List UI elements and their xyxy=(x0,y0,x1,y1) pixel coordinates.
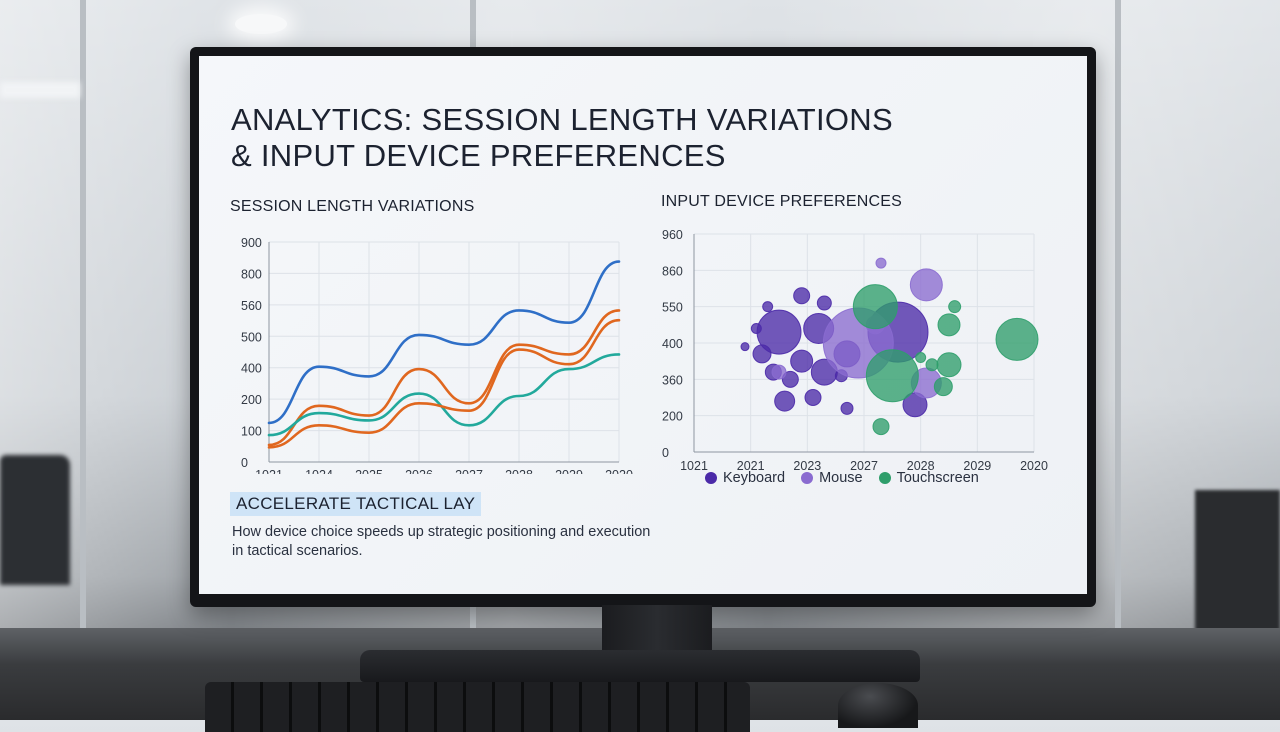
bubble-touchscreen xyxy=(872,418,890,436)
y-tick-label: 500 xyxy=(241,330,262,344)
y-tick-label: 860 xyxy=(662,264,683,278)
legend-label-mouse: Mouse xyxy=(819,470,863,486)
bubble-keyboard xyxy=(816,295,832,311)
x-tick-label: 2026 xyxy=(405,468,433,474)
x-tick-label: 2027 xyxy=(455,468,483,474)
x-tick-label: 2020 xyxy=(605,468,633,474)
legend-item-keyboard: Keyboard xyxy=(705,470,785,486)
legend-item-touchscreen: Touchscreen xyxy=(878,470,979,486)
office-chair xyxy=(0,455,70,585)
y-tick-label: 0 xyxy=(241,456,248,470)
session-length-line-chart: 900 800 560 500 400 200 100 0 1021 1024 2025 2026 20… xyxy=(241,236,633,474)
bubble-touchscreen xyxy=(936,352,962,378)
y-tick-label: 960 xyxy=(662,228,683,242)
y-tick-label: 200 xyxy=(241,393,262,407)
bubble-keyboard xyxy=(752,344,772,364)
ceiling-light xyxy=(235,14,287,34)
monitor-stand-base xyxy=(360,650,920,682)
bubble-mouse xyxy=(771,364,787,380)
bubble-keyboard xyxy=(804,389,822,406)
bubble-keyboard xyxy=(740,342,750,352)
series-line xyxy=(267,309,621,447)
y-tick-label: 0 xyxy=(662,446,669,460)
bubble-touchscreen xyxy=(948,300,962,314)
screen: ANALYTICS: SESSION LENGTH VARIATIONS & I… xyxy=(199,56,1087,594)
y-tick-label: 900 xyxy=(241,236,262,250)
window-frame xyxy=(80,0,86,640)
x-tick-label: 2028 xyxy=(505,468,533,474)
office-cabinet xyxy=(1195,490,1280,640)
y-tick-label: 400 xyxy=(662,337,683,351)
x-tick-label: 2027 xyxy=(850,459,878,470)
y-tick-label: 800 xyxy=(241,267,262,281)
series-line xyxy=(267,260,621,425)
bubble-touchscreen xyxy=(995,317,1039,361)
description-text: How device choice speeds up strategic po… xyxy=(232,524,651,559)
y-tick-label: 360 xyxy=(662,373,683,387)
x-tick-label: 1021 xyxy=(255,468,283,474)
legend-swatch-keyboard xyxy=(705,472,717,484)
x-tick-label: 2029 xyxy=(963,459,991,470)
bubble-keyboard xyxy=(762,301,774,313)
bubble-chart-legend: Keyboard Mouse Touchscreen xyxy=(705,470,979,486)
bubble-touchscreen xyxy=(933,377,953,397)
x-tick-label: 2021 xyxy=(737,459,765,470)
keyboard xyxy=(205,682,750,732)
x-tick-label: 2025 xyxy=(355,468,383,474)
page-title-line-2: & INPUT DEVICE PREFERENCES xyxy=(231,138,726,173)
bubble-keyboard xyxy=(774,390,796,412)
bubble-mouse xyxy=(875,257,887,269)
y-tick-label: 100 xyxy=(241,425,262,439)
bubble-keyboard xyxy=(781,370,799,388)
legend-swatch-touchscreen xyxy=(878,472,891,484)
bubble-touchscreen xyxy=(937,313,961,337)
page-title: ANALYTICS: SESSION LENGTH VARIATIONS & I… xyxy=(231,102,951,174)
y-tick-label: 560 xyxy=(241,299,262,313)
monitor-stand-neck xyxy=(602,605,712,653)
bubble-keyboard xyxy=(790,349,814,373)
x-tick-label: 2029 xyxy=(555,468,583,474)
bubble-touchscreen xyxy=(925,358,939,372)
bubble-keyboard xyxy=(750,322,762,334)
y-tick-label: 400 xyxy=(241,362,262,376)
series-line xyxy=(267,318,621,449)
monitor: ANALYTICS: SESSION LENGTH VARIATIONS & I… xyxy=(190,47,1096,607)
input-device-bubble-chart: 960 860 550 400 360 200 0 1021 2021 2023 2027 2028 2… xyxy=(662,228,1048,470)
line-chart-title: SESSION LENGTH VARIATIONS xyxy=(230,198,475,215)
bubble-keyboard xyxy=(793,287,811,305)
series-line xyxy=(267,353,621,437)
legend-label-keyboard: Keyboard xyxy=(723,470,786,486)
bubble-keyboard xyxy=(840,401,854,415)
ceiling-light xyxy=(0,82,80,98)
legend-item-mouse: Mouse xyxy=(801,470,863,486)
window-frame xyxy=(1115,0,1121,640)
y-tick-label: 550 xyxy=(662,301,683,315)
bubble-touchscreen xyxy=(865,349,919,403)
page-title-line-1: ANALYTICS: SESSION LENGTH VARIATIONS xyxy=(231,102,893,137)
y-tick-label: 200 xyxy=(662,410,683,424)
x-tick-label: 2020 xyxy=(1020,459,1048,470)
bubble-chart-title: INPUT DEVICE PREFERENCES xyxy=(661,193,902,210)
x-tick-label: 2023 xyxy=(793,459,821,470)
bubble-touchscreen xyxy=(852,284,898,330)
x-tick-label: 1021 xyxy=(680,459,708,470)
x-tick-label: 1024 xyxy=(305,468,333,474)
x-tick-label: 2028 xyxy=(907,459,935,470)
bubble-touchscreen xyxy=(915,352,927,364)
legend-swatch-mouse xyxy=(801,472,814,484)
bubble-mouse xyxy=(909,268,943,302)
mouse xyxy=(838,683,918,728)
highlight-heading: ACCELERATE TACTICAL LAY xyxy=(230,492,482,516)
legend-label-touchscreen: Touchscreen xyxy=(896,470,979,486)
